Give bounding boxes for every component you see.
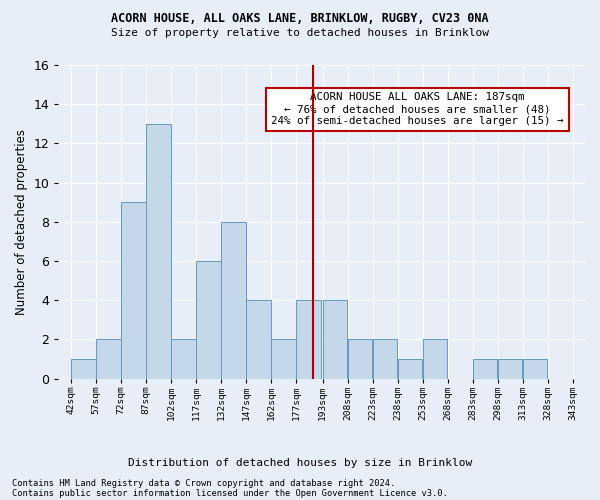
Bar [348,340,373,378]
Bar [373,340,397,378]
Bar [398,359,422,378]
Bar [146,124,170,378]
Text: ACORN HOUSE ALL OAKS LANE: 187sqm
← 76% of detached houses are smaller (48)
24% : ACORN HOUSE ALL OAKS LANE: 187sqm ← 76% … [271,92,564,126]
Bar [323,300,347,378]
Text: Size of property relative to detached houses in Brinklow: Size of property relative to detached ho… [111,28,489,38]
Bar [523,359,547,378]
Bar [121,202,146,378]
Bar [473,359,497,378]
Bar [246,300,271,378]
Bar [423,340,447,378]
Bar [196,261,221,378]
Bar [221,222,245,378]
Text: ACORN HOUSE, ALL OAKS LANE, BRINKLOW, RUGBY, CV23 0NA: ACORN HOUSE, ALL OAKS LANE, BRINKLOW, RU… [111,12,489,26]
Y-axis label: Number of detached properties: Number of detached properties [15,129,28,315]
Bar [271,340,296,378]
Bar [171,340,196,378]
Text: Contains HM Land Registry data © Crown copyright and database right 2024.: Contains HM Land Registry data © Crown c… [12,478,395,488]
Bar [96,340,121,378]
Text: Contains public sector information licensed under the Open Government Licence v3: Contains public sector information licen… [12,488,448,498]
Text: Distribution of detached houses by size in Brinklow: Distribution of detached houses by size … [128,458,472,468]
Bar [498,359,522,378]
Bar [296,300,320,378]
Bar [71,359,95,378]
